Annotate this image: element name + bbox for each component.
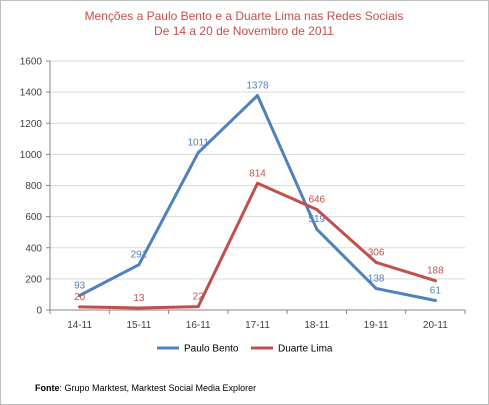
data-point bbox=[196, 151, 200, 155]
x-tick-label: 20-11 bbox=[423, 320, 448, 331]
legend: Paulo Bento Duarte Lima bbox=[157, 344, 333, 355]
axes: 0 200 400 600 800 1000 1200 1400 1600 14-11 15-11 1… bbox=[20, 57, 466, 331]
y-tick-label: 800 bbox=[25, 181, 42, 192]
data-point bbox=[433, 299, 437, 303]
data-label: 291 bbox=[131, 250, 148, 261]
data-point bbox=[196, 305, 200, 309]
data-label: 13 bbox=[133, 293, 145, 304]
legend-label-0: Paulo Bento bbox=[184, 344, 239, 355]
data-point bbox=[137, 263, 141, 267]
series-lines bbox=[78, 94, 437, 310]
data-point bbox=[256, 94, 259, 98]
y-tick-label: 1200 bbox=[20, 119, 43, 130]
data-point bbox=[137, 306, 141, 310]
source-text: : Grupo Marktest, Marktest Social Media … bbox=[59, 383, 257, 393]
data-label: 1011 bbox=[187, 138, 209, 149]
data-label: 519 bbox=[308, 214, 325, 225]
data-label: 22 bbox=[193, 292, 205, 303]
x-tick-label: 18-11 bbox=[304, 320, 329, 331]
y-tick-label: 0 bbox=[36, 306, 42, 317]
data-label: 646 bbox=[308, 194, 325, 205]
data-point bbox=[315, 207, 319, 211]
y-tick-label: 1000 bbox=[20, 150, 43, 161]
legend-label-1: Duarte Lima bbox=[278, 344, 333, 355]
y-tick-label: 600 bbox=[25, 212, 42, 223]
y-tick-label: 200 bbox=[25, 274, 42, 285]
x-tick-label: 15-11 bbox=[127, 320, 152, 331]
data-point bbox=[78, 305, 82, 309]
source-note: Fonte: Grupo Marktest, Marktest Social M… bbox=[35, 383, 256, 393]
data-point bbox=[256, 181, 259, 185]
data-point bbox=[433, 279, 437, 283]
data-label: 138 bbox=[368, 274, 385, 285]
data-point bbox=[78, 294, 82, 298]
x-tick-label: 17-11 bbox=[245, 320, 270, 331]
source-label: Fonte bbox=[35, 383, 60, 393]
data-label: 93 bbox=[74, 281, 86, 292]
data-label: 306 bbox=[368, 247, 385, 258]
x-tick-label: 19-11 bbox=[364, 320, 389, 331]
data-label: 1378 bbox=[246, 81, 269, 92]
y-tick-label: 1400 bbox=[20, 88, 43, 99]
series-line-0 bbox=[78, 94, 437, 302]
data-label: 188 bbox=[427, 266, 444, 277]
data-point bbox=[315, 227, 319, 231]
y-tick-label: 400 bbox=[25, 243, 42, 254]
data-point bbox=[374, 260, 378, 264]
data-point bbox=[374, 287, 378, 291]
x-tick-label: 16-11 bbox=[186, 320, 211, 331]
chart-subtitle: De 14 a 20 de Novembro de 2011 bbox=[154, 24, 334, 38]
gridlines bbox=[50, 60, 465, 280]
data-label: 61 bbox=[430, 286, 442, 297]
data-labels: 93 291 1011 1378 519 138 61 20 13 22 814 646 306 188 bbox=[74, 81, 444, 304]
x-tick-label: 14-11 bbox=[67, 320, 92, 331]
data-label: 20 bbox=[74, 292, 86, 303]
data-label: 814 bbox=[249, 168, 266, 179]
chart-title: Menções a Paulo Bento e a Duarte Lima na… bbox=[85, 9, 404, 23]
y-tick-label: 1600 bbox=[20, 57, 43, 68]
